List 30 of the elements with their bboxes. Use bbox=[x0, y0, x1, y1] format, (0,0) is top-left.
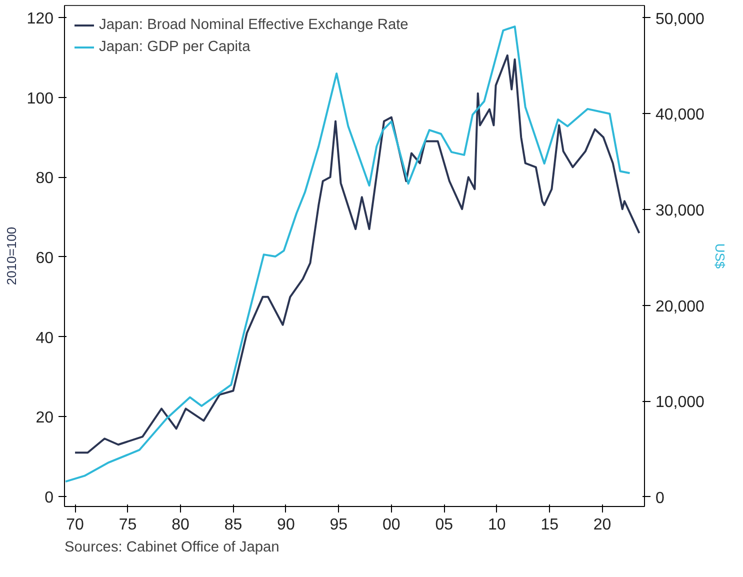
y-tick-label: 20 bbox=[36, 410, 54, 427]
y-tick-label: 60 bbox=[36, 250, 54, 267]
y2-tick-label: 30,000 bbox=[656, 202, 705, 220]
legend-label: Japan: Broad Nominal Effective Exchange Rate bbox=[99, 17, 408, 33]
x-tick-label: 05 bbox=[435, 516, 454, 534]
x-tick-label: 15 bbox=[540, 516, 559, 534]
x-tick-label: 85 bbox=[224, 516, 242, 534]
legend-label: Japan: GDP per Capita bbox=[99, 39, 250, 55]
y2-tick-label: 50,000 bbox=[656, 10, 705, 28]
x-tick-label: 00 bbox=[382, 516, 400, 534]
x-tick-label: 20 bbox=[593, 516, 612, 534]
y2-axis-title: US$ bbox=[712, 243, 728, 270]
line-series bbox=[74, 54, 640, 454]
x-tick-label: 70 bbox=[66, 516, 84, 534]
y2-tick-label: 0 bbox=[656, 490, 664, 507]
y-axis-title: 2010=100 bbox=[4, 226, 19, 286]
y-tick-label: 100 bbox=[26, 90, 54, 108]
x-tick-label: 95 bbox=[330, 516, 348, 534]
y2-tick-label: 20,000 bbox=[656, 298, 705, 316]
y-tick-label: 40 bbox=[36, 330, 54, 347]
y2-tick-label: 40,000 bbox=[656, 106, 705, 124]
x-tick-label: 10 bbox=[488, 516, 506, 534]
x-tick-label: 90 bbox=[277, 516, 295, 534]
y2-tick-label: 10,000 bbox=[656, 394, 705, 412]
x-tick-label: 75 bbox=[118, 516, 137, 534]
y-tick-label: 120 bbox=[26, 10, 54, 28]
source-note: Sources: Cabinet Office of Japan bbox=[64, 540, 280, 556]
x-tick-label: 80 bbox=[172, 516, 190, 534]
y-tick-label: 80 bbox=[36, 170, 54, 188]
y-tick-label: 0 bbox=[44, 490, 54, 507]
